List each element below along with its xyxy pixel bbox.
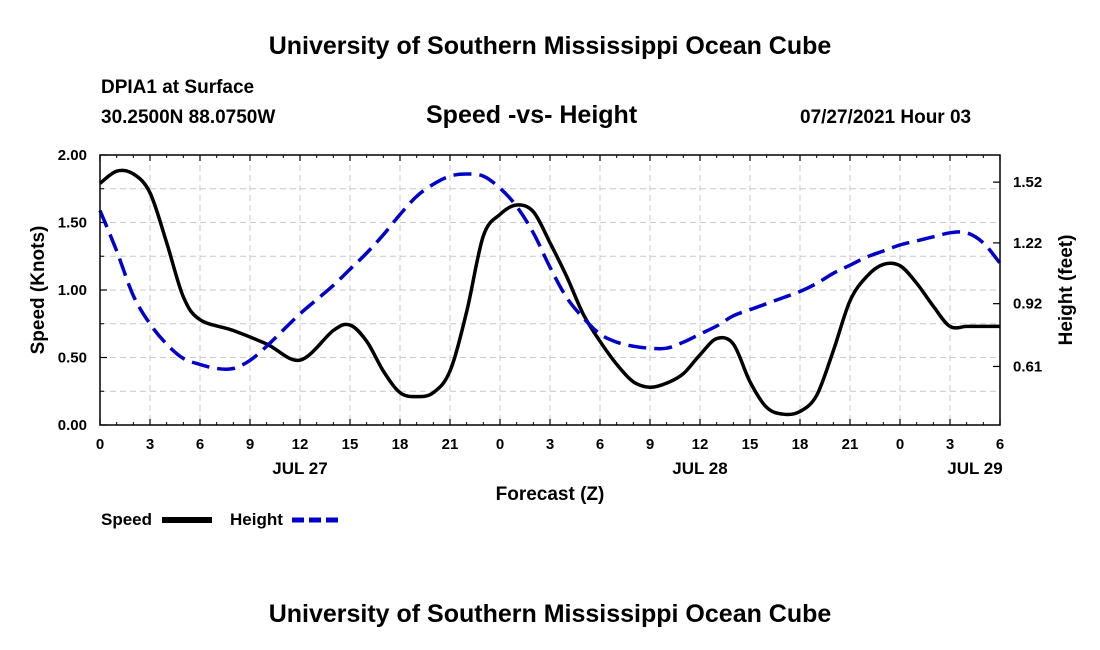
x-tick-label: 3: [146, 436, 154, 453]
x-axis-label: Forecast (Z): [496, 484, 605, 505]
speed-series-line: [98, 168, 1000, 417]
y-tick-label: 2.00: [58, 147, 87, 164]
y-tick-label: 0.00: [58, 417, 87, 434]
y-tick-label: 0.50: [58, 350, 87, 367]
y2-tick-label: 1.52: [1013, 174, 1042, 191]
chart-title: Speed -vs- Height: [426, 101, 638, 129]
x-tick-label: 18: [792, 436, 809, 453]
forecast-date: 07/27/2021 Hour 03: [800, 107, 972, 128]
x-tick-label: 6: [996, 436, 1004, 453]
y-axis-label: Speed (Knots): [28, 226, 49, 355]
y-tick-label: 1.00: [58, 282, 87, 299]
x-tick-label: 9: [246, 436, 254, 453]
grid-lines: [100, 155, 1000, 425]
axis-labels: 0 3 6 9 12 15 18 21 0 3 6 9 12 15 18 21 0 3 6 JUL 27 JUL 28 J…: [58, 147, 1042, 478]
plot-frame: [99, 154, 1001, 426]
y-tick-label: 1.50: [58, 215, 87, 232]
station-location: 30.2500N 88.0750W: [101, 107, 276, 128]
x-tick-label: 0: [96, 436, 104, 453]
x-tick-label: 15: [742, 436, 759, 453]
y2-axis-label: Height (feet): [1056, 235, 1077, 346]
footer-title: University of Southern Mississippi Ocean…: [268, 600, 832, 628]
legend-speed-label: Speed: [101, 510, 153, 529]
x-tick-label: 0: [896, 436, 904, 453]
height-series-line: [98, 172, 1002, 372]
y2-tick-label: 0.61: [1013, 358, 1042, 375]
x-tick-label: 6: [196, 436, 204, 453]
day-label: JUL 28: [672, 459, 727, 478]
x-tick-label: 0: [496, 436, 504, 453]
x-tick-label: 21: [842, 436, 859, 453]
x-tick-label: 9: [646, 436, 654, 453]
x-tick-label: 12: [692, 436, 709, 453]
page-title: University of Southern Mississippi Ocean…: [268, 32, 832, 60]
y2-tick-label: 0.92: [1013, 296, 1042, 313]
x-tick-label: 6: [596, 436, 604, 453]
x-tick-label: 15: [342, 436, 359, 453]
x-tick-label: 3: [946, 436, 954, 453]
x-tick-label: 18: [392, 436, 409, 453]
x-tick-label: 21: [442, 436, 459, 453]
legend-height-label: Height: [230, 510, 283, 529]
day-label: JUL 27: [272, 459, 327, 478]
y2-tick-label: 1.22: [1013, 235, 1042, 252]
day-label: JUL 29: [947, 459, 1002, 478]
station-name: DPIA1 at Surface: [101, 77, 255, 98]
x-tick-label: 12: [292, 436, 309, 453]
x-tick-label: 3: [546, 436, 554, 453]
